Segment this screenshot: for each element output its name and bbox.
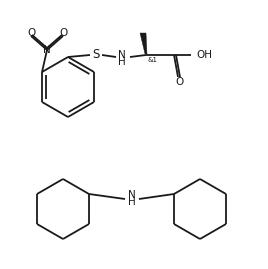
Text: N: N [43, 45, 51, 55]
Text: O: O [27, 28, 35, 38]
Text: N: N [128, 190, 136, 200]
Text: S: S [92, 48, 100, 62]
Polygon shape [140, 33, 147, 54]
Text: H: H [118, 57, 126, 67]
Text: OH: OH [196, 50, 212, 60]
Text: N: N [118, 50, 126, 60]
Text: &1: &1 [148, 57, 158, 63]
Text: H: H [128, 197, 136, 207]
Text: O: O [59, 28, 67, 38]
Text: O: O [176, 77, 184, 87]
